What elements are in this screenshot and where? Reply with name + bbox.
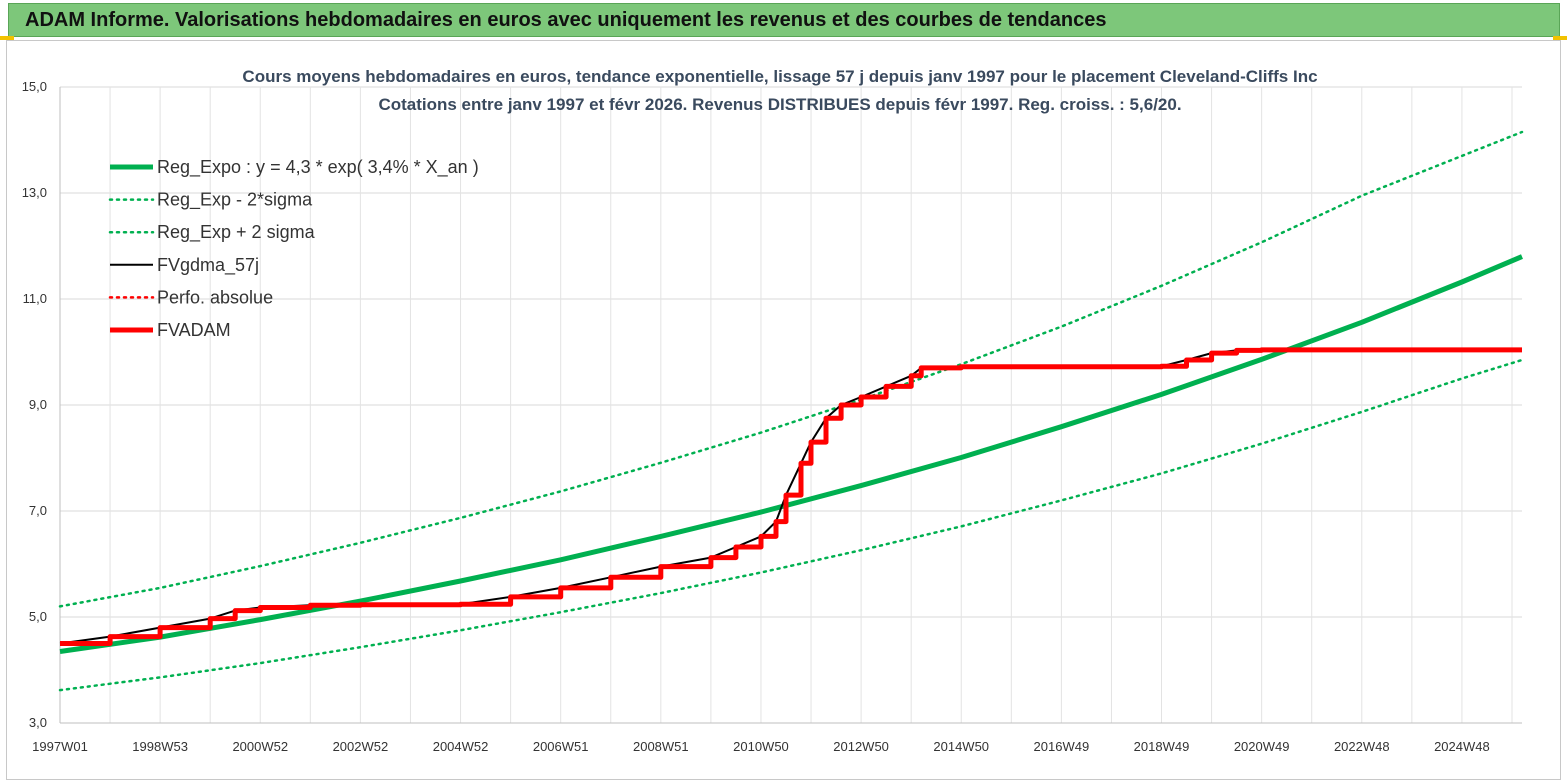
x-tick-label: 2014W50 (933, 739, 989, 754)
series-line-fvadam (60, 347, 1522, 646)
y-tick-label: 5,0 (29, 609, 47, 624)
chart-series (58, 130, 1524, 692)
legend-label: Perfo. absolue (157, 287, 273, 307)
x-tick-label: 2018W49 (1134, 739, 1190, 754)
legend-label: Reg_Exp + 2 sigma (157, 222, 316, 243)
x-tick-label: 2016W49 (1034, 739, 1090, 754)
y-tick-label: 9,0 (29, 397, 47, 412)
report-banner: ADAM Informe. Valorisations hebdomadaire… (8, 3, 1560, 37)
corner-mark-right (1553, 36, 1567, 40)
legend-label: FVgdma_57j (157, 255, 259, 276)
y-tick-label: 11,0 (23, 291, 47, 306)
chart-subtitle: Cotations entre janv 1997 et févr 2026. … (378, 95, 1181, 114)
x-tick-label: 2022W48 (1334, 739, 1390, 754)
x-tick-label: 2004W52 (433, 739, 489, 754)
chart-grid (59, 86, 1522, 724)
chart-frame (6, 40, 1561, 780)
legend-label: Reg_Expo : y = 4,3 * exp( 3,4% * X_an ) (157, 157, 479, 178)
y-tick-label: 7,0 (29, 503, 47, 518)
y-tick-label: 15,0 (22, 79, 47, 94)
x-tick-label: 2024W48 (1434, 739, 1490, 754)
corner-mark-left (0, 36, 14, 40)
report-title: ADAM Informe. Valorisations hebdomadaire… (25, 9, 1107, 31)
y-tick-label: 3,0 (29, 715, 47, 730)
y-tick-label: 13,0 (22, 185, 47, 200)
x-tick-label: 2006W51 (533, 739, 589, 754)
series-line-reg-exp-2-sigma (58, 358, 1524, 692)
x-tick-label: 2020W49 (1234, 739, 1290, 754)
x-tick-label: 1998W53 (132, 739, 188, 754)
series-line-reg-expo-y-4-3-exp-3-4-x-an (59, 254, 1523, 654)
x-tick-label: 2002W52 (333, 739, 389, 754)
legend-label: Reg_Exp - 2*sigma (157, 190, 313, 211)
x-tick-label: 1997W01 (32, 739, 88, 754)
chart-legend: Reg_Expo : y = 4,3 * exp( 3,4% * X_an ) R… (108, 157, 479, 340)
x-tick-label: 2010W50 (733, 739, 789, 754)
x-tick-label: 2008W51 (633, 739, 689, 754)
legend-label: FVADAM (157, 320, 231, 340)
chart-title: Cours moyens hebdomadaires en euros, ten… (242, 67, 1317, 86)
x-tick-label: 2012W50 (833, 739, 889, 754)
chart-axes: 3,0 5,0 7,0 9,0 11,0 13,0 15,0 1997W01 1998W53 20… (22, 79, 1522, 754)
x-tick-label: 2000W52 (232, 739, 288, 754)
